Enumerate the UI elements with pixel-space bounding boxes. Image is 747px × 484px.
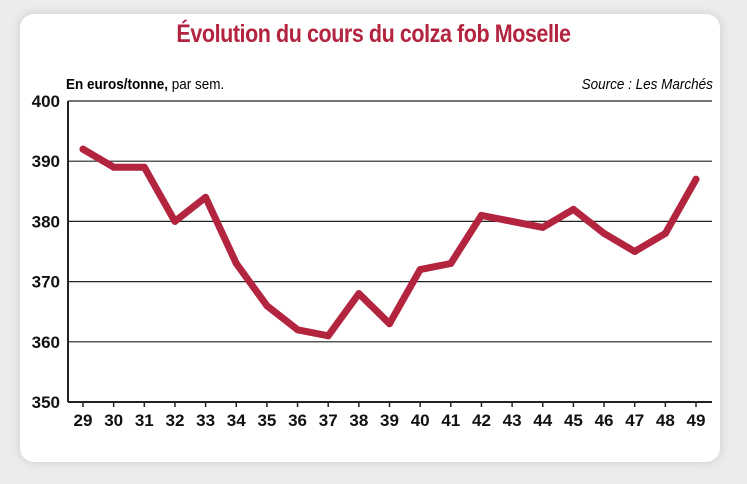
x-tick-label: 30 — [104, 411, 123, 430]
chart-title: Évolution du cours du colza fob Moselle — [176, 20, 571, 48]
x-tick-label: 34 — [227, 411, 246, 430]
data-point — [569, 205, 577, 213]
data-point — [661, 229, 669, 237]
data-point — [202, 193, 210, 201]
data-point — [631, 248, 639, 255]
data-point — [263, 302, 271, 310]
x-tick-label: 43 — [503, 411, 522, 430]
y-tick-label: 370 — [32, 273, 60, 292]
y-tick-label: 400 — [32, 92, 60, 111]
grid-lines — [67, 100, 712, 403]
unit-label-rest: par sem. — [168, 76, 225, 93]
series-group — [79, 145, 700, 340]
chart-card — [20, 14, 720, 462]
data-point — [447, 260, 455, 268]
x-tick-label: 44 — [533, 411, 552, 430]
data-point — [294, 326, 302, 334]
x-tick-label: 45 — [564, 411, 583, 430]
data-point — [539, 223, 547, 231]
y-axis-ticks: 350 360 370 380 390 400 — [32, 92, 60, 412]
x-tick-label: 32 — [165, 411, 184, 430]
data-point — [232, 260, 240, 268]
data-point — [416, 266, 424, 274]
unit-label: En euros/tonne, par sem. — [66, 76, 224, 93]
x-tick-label: 29 — [74, 411, 93, 430]
data-point — [171, 217, 179, 225]
x-tick-label: 46 — [595, 411, 614, 430]
data-point — [355, 290, 363, 298]
y-tick-label: 380 — [32, 212, 60, 231]
x-tick-label: 39 — [380, 411, 399, 430]
data-point — [79, 145, 87, 153]
x-tick-label: 48 — [656, 411, 675, 430]
x-tick-label: 42 — [472, 411, 491, 430]
x-tick-label: 40 — [411, 411, 430, 430]
y-tick-label: 350 — [32, 393, 60, 412]
data-point — [110, 163, 118, 171]
x-tick-label: 37 — [319, 411, 338, 430]
y-tick-label: 390 — [32, 152, 60, 171]
data-point — [692, 175, 700, 183]
x-tick-label: 49 — [687, 411, 706, 430]
x-axis-ticks: 29 30 31 32 33 34 35 36 37 38 39 40 41 42 43 44 45 46 47 48… — [74, 402, 706, 430]
x-tick-label: 41 — [441, 411, 460, 430]
data-point — [324, 332, 332, 340]
data-point — [508, 217, 516, 225]
x-tick-label: 36 — [288, 411, 307, 430]
x-tick-label: 47 — [625, 411, 644, 430]
series-line — [79, 145, 700, 340]
x-tick-label: 38 — [349, 411, 368, 430]
y-tick-label: 360 — [32, 333, 60, 352]
data-point — [140, 163, 148, 171]
data-point — [600, 229, 608, 237]
unit-label-bold: En euros/tonne, — [66, 76, 169, 93]
x-tick-label: 33 — [196, 411, 215, 430]
source-label: Source : Les Marchés — [581, 76, 713, 93]
data-point — [386, 320, 393, 328]
x-tick-label: 35 — [257, 411, 276, 430]
x-tick-label: 31 — [135, 411, 154, 430]
data-point — [477, 211, 485, 219]
